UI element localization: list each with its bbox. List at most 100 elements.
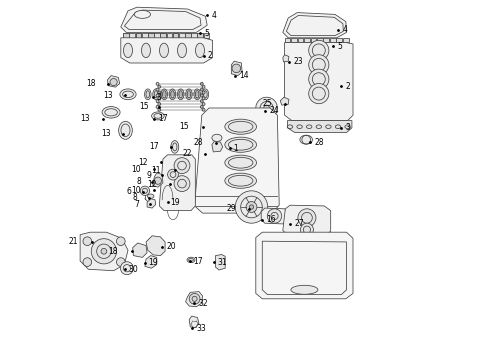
- Text: 13: 13: [101, 130, 111, 139]
- Polygon shape: [191, 33, 197, 38]
- Polygon shape: [160, 33, 166, 38]
- Text: 14: 14: [239, 71, 249, 80]
- Text: 31: 31: [217, 258, 227, 266]
- Polygon shape: [147, 199, 156, 208]
- Circle shape: [83, 237, 92, 246]
- Polygon shape: [317, 38, 323, 42]
- Circle shape: [140, 186, 149, 195]
- Ellipse shape: [119, 121, 132, 139]
- Circle shape: [121, 262, 133, 275]
- Polygon shape: [142, 33, 147, 38]
- Text: 25: 25: [262, 99, 271, 108]
- Circle shape: [117, 258, 125, 266]
- Circle shape: [309, 55, 329, 75]
- Polygon shape: [189, 316, 199, 328]
- Circle shape: [202, 97, 205, 100]
- Polygon shape: [136, 33, 142, 38]
- Text: 2: 2: [208, 51, 213, 60]
- Polygon shape: [123, 33, 129, 38]
- Circle shape: [309, 84, 329, 104]
- Polygon shape: [145, 256, 157, 268]
- Circle shape: [158, 97, 161, 100]
- Text: 17: 17: [149, 142, 159, 151]
- Ellipse shape: [187, 257, 195, 263]
- Polygon shape: [280, 97, 289, 105]
- Text: 7: 7: [134, 200, 139, 209]
- Polygon shape: [146, 236, 165, 256]
- Polygon shape: [285, 42, 353, 121]
- Ellipse shape: [169, 89, 176, 100]
- Text: 4: 4: [342, 26, 347, 35]
- Polygon shape: [107, 76, 120, 87]
- Polygon shape: [297, 38, 303, 42]
- Polygon shape: [261, 208, 288, 224]
- Polygon shape: [195, 108, 279, 213]
- Ellipse shape: [120, 89, 136, 100]
- Polygon shape: [323, 38, 329, 42]
- Polygon shape: [283, 205, 331, 236]
- Ellipse shape: [163, 91, 166, 98]
- Polygon shape: [212, 141, 222, 152]
- Text: 23: 23: [293, 58, 303, 67]
- Polygon shape: [186, 292, 202, 307]
- Text: 24: 24: [269, 106, 279, 115]
- Ellipse shape: [225, 155, 257, 170]
- Text: 13: 13: [103, 91, 113, 100]
- Ellipse shape: [187, 91, 191, 98]
- Text: 19: 19: [171, 198, 180, 207]
- Circle shape: [202, 103, 205, 105]
- Text: 32: 32: [198, 299, 208, 307]
- Text: 29: 29: [226, 204, 236, 213]
- Polygon shape: [343, 38, 349, 42]
- Ellipse shape: [196, 91, 199, 98]
- Text: 6: 6: [126, 187, 131, 196]
- Polygon shape: [304, 38, 310, 42]
- Circle shape: [202, 85, 205, 88]
- Polygon shape: [80, 232, 128, 271]
- Text: 2: 2: [345, 82, 350, 91]
- Ellipse shape: [177, 43, 187, 58]
- Polygon shape: [291, 38, 297, 42]
- Ellipse shape: [145, 89, 151, 100]
- Circle shape: [309, 69, 329, 89]
- Polygon shape: [148, 33, 154, 38]
- Text: 10: 10: [131, 186, 141, 195]
- Text: 20: 20: [167, 242, 176, 251]
- Circle shape: [189, 293, 200, 304]
- Circle shape: [309, 40, 329, 60]
- Circle shape: [246, 202, 257, 212]
- Text: 1: 1: [233, 144, 238, 153]
- Polygon shape: [285, 38, 291, 42]
- Circle shape: [156, 105, 159, 108]
- Ellipse shape: [151, 112, 164, 120]
- Text: 3: 3: [345, 123, 350, 132]
- Circle shape: [174, 158, 190, 174]
- Circle shape: [168, 169, 178, 180]
- Polygon shape: [123, 33, 129, 38]
- Ellipse shape: [196, 43, 204, 58]
- Ellipse shape: [161, 89, 168, 100]
- Text: 28: 28: [193, 139, 202, 148]
- Text: 22: 22: [182, 149, 192, 158]
- Circle shape: [91, 239, 117, 264]
- Text: 12: 12: [147, 180, 156, 189]
- Text: 5: 5: [337, 42, 342, 51]
- Ellipse shape: [160, 43, 169, 58]
- Circle shape: [174, 176, 190, 192]
- Circle shape: [158, 91, 161, 94]
- Circle shape: [249, 205, 254, 209]
- Text: 28: 28: [314, 138, 323, 147]
- Circle shape: [101, 248, 107, 254]
- Circle shape: [200, 82, 203, 85]
- Circle shape: [235, 191, 268, 223]
- Text: 15: 15: [179, 122, 189, 131]
- Polygon shape: [283, 55, 289, 62]
- Ellipse shape: [225, 173, 257, 188]
- Ellipse shape: [123, 43, 132, 58]
- Polygon shape: [129, 33, 135, 38]
- Circle shape: [298, 209, 316, 227]
- Circle shape: [300, 223, 314, 236]
- Circle shape: [156, 94, 159, 97]
- Text: 8: 8: [137, 177, 141, 186]
- Polygon shape: [185, 33, 191, 38]
